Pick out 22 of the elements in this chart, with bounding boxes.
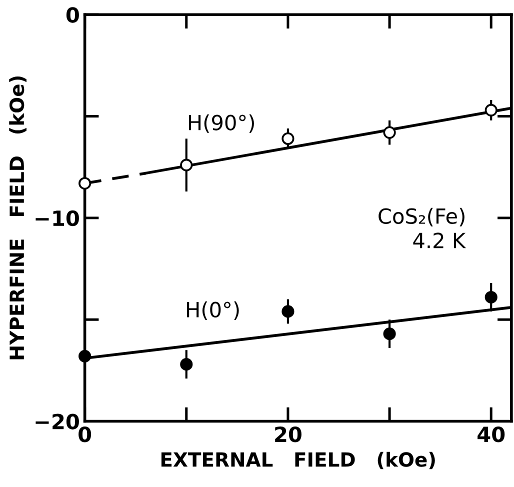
y-tick-label: −10 bbox=[36, 210, 79, 226]
y-tick-label: −20 bbox=[36, 414, 79, 430]
point bbox=[78, 350, 92, 362]
x-tick-label: 20 bbox=[275, 426, 302, 442]
point bbox=[383, 328, 396, 340]
point bbox=[180, 358, 193, 371]
point bbox=[180, 158, 193, 172]
point bbox=[383, 126, 396, 139]
x-tick-label: 0 bbox=[78, 426, 92, 442]
annotation: H(0°) bbox=[187, 301, 239, 320]
x-tick-label: 40 bbox=[478, 426, 505, 442]
annotation: CoS₂(Fe) bbox=[378, 208, 464, 226]
point bbox=[282, 305, 294, 318]
point bbox=[484, 104, 498, 116]
x-axis-title: EXTERNAL FIELD (kOe) bbox=[161, 452, 435, 470]
annotation: H(90°) bbox=[188, 114, 254, 133]
annotation: 4.2 K bbox=[413, 232, 466, 248]
y-tick-label: 0 bbox=[66, 7, 79, 23]
y-axis-title: HYPERFINE FIELD (kOe) bbox=[9, 76, 26, 360]
point bbox=[78, 177, 92, 190]
point bbox=[484, 290, 498, 304]
point bbox=[282, 132, 294, 145]
